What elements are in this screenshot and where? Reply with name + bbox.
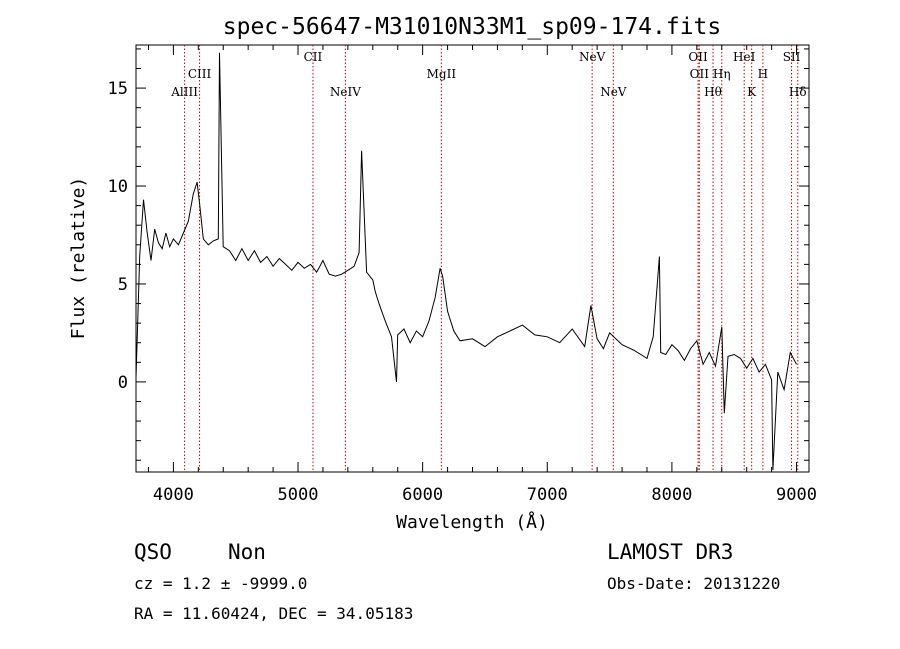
emission-line-label: Hη [713, 67, 731, 81]
x-tick-label: 4000 [153, 485, 194, 505]
x-tick-label: 6000 [402, 485, 443, 505]
class-label: QSO [134, 540, 172, 564]
chart-title: spec-56647-M31010N33M1_sp09-174.fits [223, 14, 722, 40]
y-axis-label: Flux (relative) [68, 177, 89, 340]
emission-line-label: NeIV [330, 85, 361, 99]
y-tick-label: 0 [118, 373, 128, 393]
emission-line-markers [184, 45, 799, 472]
survey-label: LAMOST DR3 [607, 540, 733, 564]
x-tick-label: 7000 [527, 485, 568, 505]
y-tick-label: 5 [118, 275, 128, 295]
cz-label: cz = 1.2 ± -9999.0 [134, 574, 307, 593]
x-axis-label: Wavelength (Å) [396, 511, 548, 533]
emission-line-label: CII [304, 50, 323, 64]
x-axis: 4000 5000 6000 7000 8000 9000 [147, 45, 817, 505]
y-axis: 0 5 10 15 [108, 48, 809, 461]
ra-dec-label: RA = 11.60424, DEC = 34.05183 [134, 604, 413, 623]
emission-line-label: AlIII [170, 85, 198, 99]
x-tick-label: 9000 [776, 485, 817, 505]
y-tick-label: 10 [108, 177, 128, 197]
emission-line-label: CIII [188, 67, 212, 81]
emission-line-label: K [747, 85, 757, 99]
emission-line-label: H [758, 67, 768, 81]
emission-line-label: Hδ [789, 85, 807, 99]
obs-date-label: Obs-Date: 20131220 [607, 574, 780, 593]
emission-line-label: HeI [733, 50, 756, 64]
emission-line-label: OII [688, 50, 708, 64]
x-tick-label: 5000 [278, 485, 319, 505]
emission-line-label: MgII [427, 67, 457, 81]
spectrum-series-line [135, 52, 797, 471]
emission-line-label: OII [690, 67, 710, 81]
subclass-label: Non [228, 540, 266, 564]
y-tick-label: 15 [108, 79, 128, 99]
emission-line-label: NeV [579, 50, 606, 64]
emission-line-label: NeV [600, 85, 627, 99]
emission-line-label: Hθ [704, 85, 722, 99]
emission-line-label: SII [783, 50, 801, 64]
x-tick-label: 8000 [651, 485, 692, 505]
